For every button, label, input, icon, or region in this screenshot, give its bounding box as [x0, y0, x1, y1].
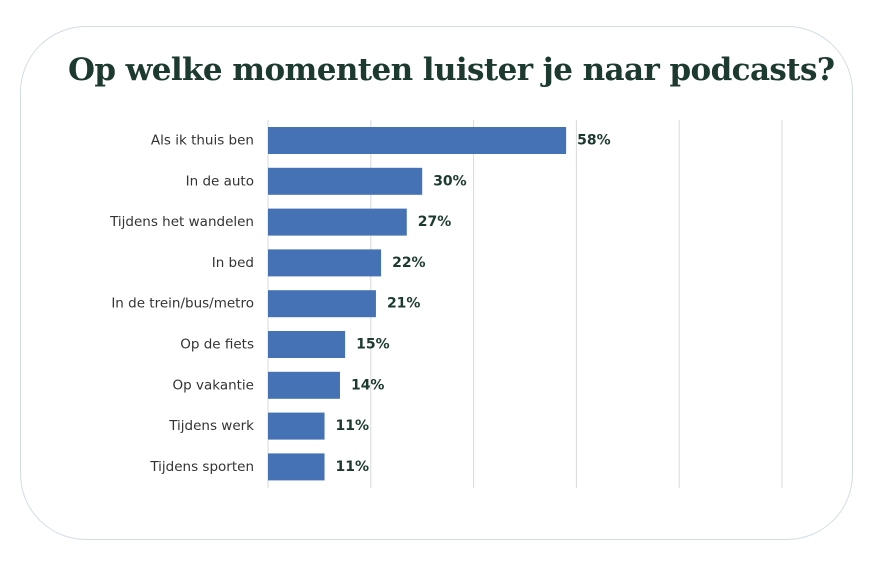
- bar: [268, 167, 423, 195]
- category-label: Op de fiets: [180, 337, 254, 353]
- category-label: Tijdens sporten: [149, 459, 254, 475]
- bars: Als ik thuis ben 58% In de auto 30% Tijdens …: [109, 127, 611, 481]
- bar: [268, 453, 325, 481]
- category-label: In de auto: [186, 173, 254, 189]
- bar: [268, 249, 382, 277]
- category-label: Op vakantie: [172, 377, 254, 393]
- chart-card: [20, 26, 853, 540]
- bar: [268, 127, 567, 154]
- value-label: 11%: [336, 418, 370, 434]
- bar: [268, 371, 340, 399]
- value-label: 21%: [387, 296, 421, 312]
- category-label: Tijdens het wandelen: [109, 214, 254, 230]
- chart-title: Op welke momenten luister je naar podcas…: [68, 52, 835, 88]
- value-label: 15%: [356, 337, 390, 353]
- category-label: Als ik thuis ben: [151, 133, 254, 149]
- value-label: 11%: [336, 459, 370, 475]
- value-label: 58%: [577, 133, 611, 149]
- bar: [268, 290, 376, 318]
- value-label: 14%: [351, 377, 385, 393]
- category-label: In bed: [212, 255, 254, 271]
- value-label: 30%: [433, 173, 467, 189]
- category-label: Tijdens werk: [168, 418, 254, 434]
- value-label: 22%: [392, 255, 426, 271]
- category-label: In de trein/bus/metro: [111, 296, 254, 312]
- bar: [268, 412, 325, 440]
- bar: [268, 331, 346, 358]
- value-label: 27%: [418, 214, 452, 230]
- bar: [268, 208, 407, 236]
